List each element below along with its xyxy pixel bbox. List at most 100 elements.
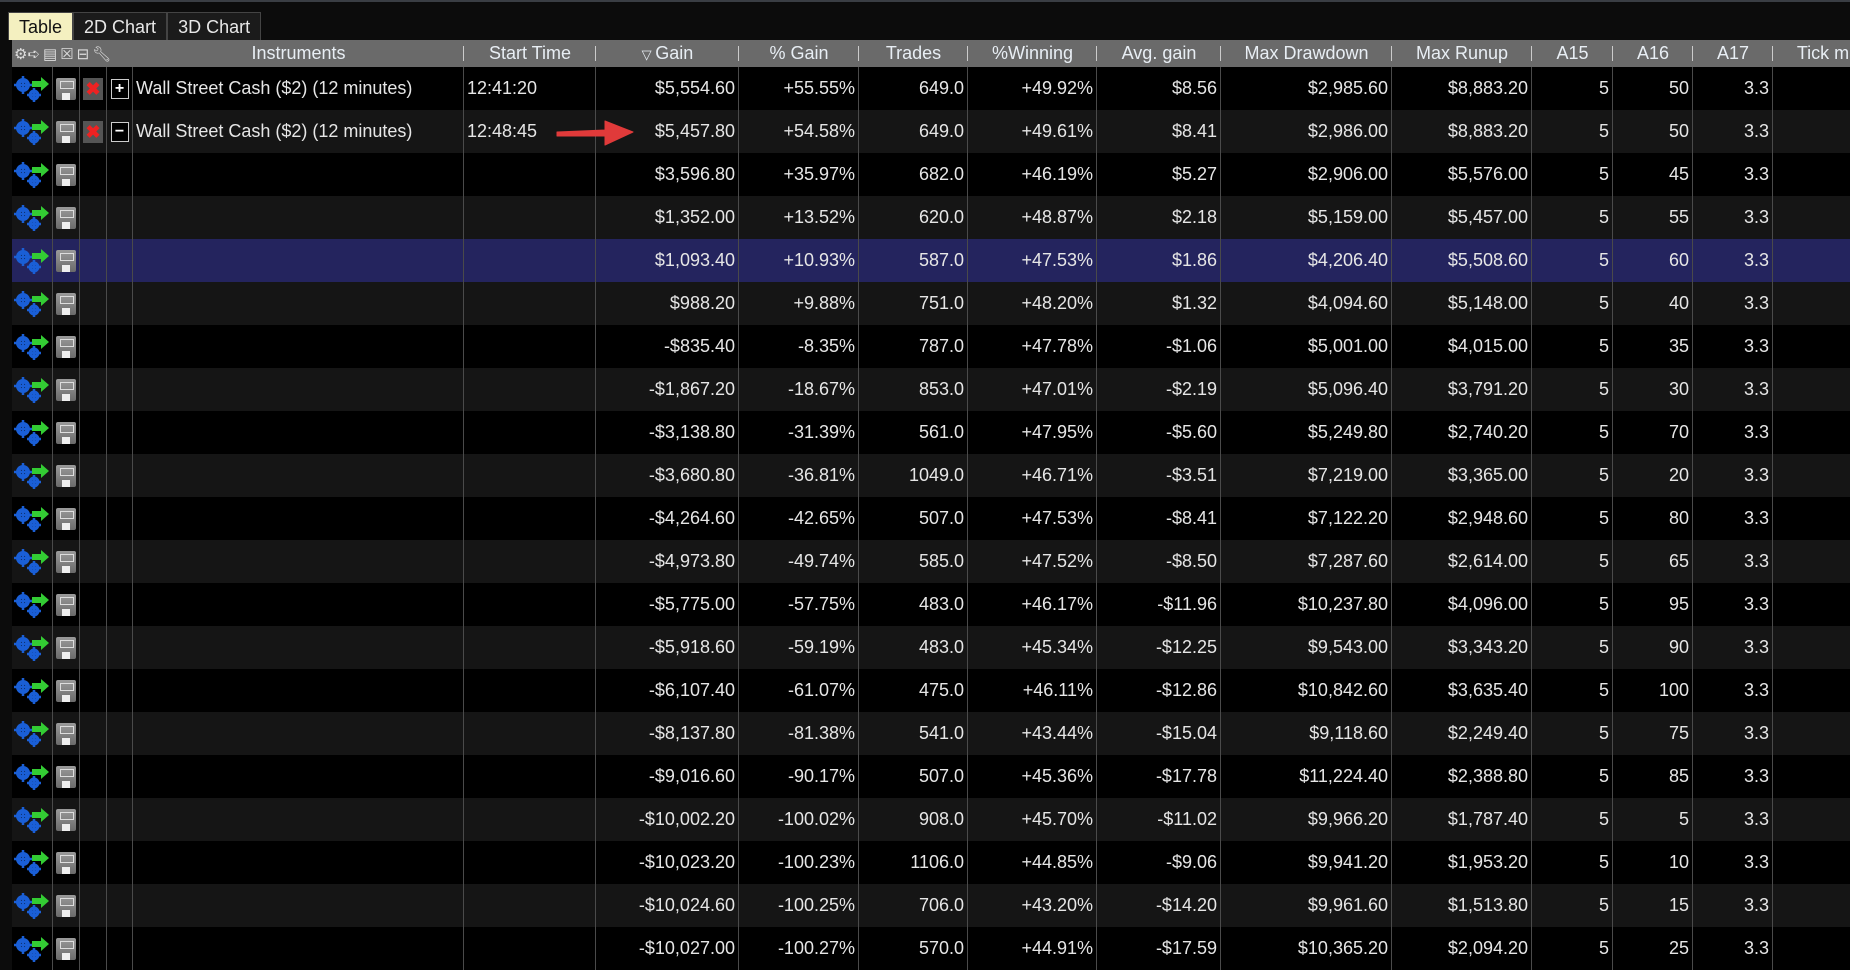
table-row[interactable]: -$835.40 -8.35% 787.0 +47.78% -$1.06 $5,001.0… [12, 325, 1850, 368]
table-row[interactable]: -$4,973.80 -49.74% 585.0 +47.52% -$8.50 $7,28… [12, 540, 1850, 583]
save-icon[interactable] [53, 325, 80, 368]
column-header-max-runup[interactable]: Max Runup [1392, 40, 1532, 67]
expand-icon[interactable]: + [107, 67, 133, 110]
save-icon[interactable] [53, 67, 80, 110]
save-icon[interactable] [53, 454, 80, 497]
run-optimization-icon[interactable] [12, 368, 53, 411]
empty-cell [107, 497, 133, 540]
table-row[interactable]: -$10,027.00 -100.27% 570.0 +44.91% -$17.59 $1… [12, 927, 1850, 970]
cell-avg-gain: $1.32 [1097, 282, 1221, 325]
empty-cell [107, 540, 133, 583]
save-icon[interactable] [53, 669, 80, 712]
run-optimization-icon[interactable] [12, 669, 53, 712]
cell-start-time [464, 368, 596, 411]
column-header-avg-gain[interactable]: Avg. gain [1097, 40, 1221, 67]
collapse-icon[interactable]: − [107, 110, 133, 153]
table-row[interactable]: $3,596.80 +35.97% 682.0 +46.19% $5.27 $2,906.… [12, 153, 1850, 196]
column-header-percent-gain[interactable]: % Gain [739, 40, 859, 67]
save-icon[interactable] [53, 583, 80, 626]
save-icon[interactable] [53, 411, 80, 454]
table-row[interactable]: $1,352.00 +13.52% 620.0 +48.87% $2.18 $5,159.… [12, 196, 1850, 239]
table-row[interactable]: $1,093.40 +10.93% 587.0 +47.53% $1.86 $4,206.… [12, 239, 1850, 282]
cell-a16: 50 [1613, 110, 1693, 153]
run-optimization-icon[interactable] [12, 325, 53, 368]
save-icon[interactable] [53, 798, 80, 841]
run-optimization-icon[interactable] [12, 110, 53, 153]
collapse-icon[interactable]: ⊟ [76, 45, 90, 63]
run-optimization-icon[interactable] [12, 454, 53, 497]
run-optimization-icon[interactable] [12, 497, 53, 540]
run-optimization-icon[interactable] [12, 927, 53, 970]
cell-trades: 706.0 [859, 884, 968, 927]
cell-gain: -$10,023.20 [596, 841, 739, 884]
column-header-a15[interactable]: A15 [1532, 40, 1613, 67]
table-row[interactable]: -$4,264.60 -42.65% 507.0 +47.53% -$8.41 $7,12… [12, 497, 1850, 540]
run-optimization-icon[interactable] [12, 411, 53, 454]
delete-icon[interactable]: ✖ [80, 67, 107, 110]
run-optimization-icon[interactable] [12, 798, 53, 841]
cell-percent-winning: +47.95% [968, 411, 1097, 454]
delete-icon[interactable]: ✖ [80, 110, 107, 153]
save-icon[interactable] [53, 626, 80, 669]
save-icon[interactable] [53, 540, 80, 583]
save-icon[interactable] [53, 153, 80, 196]
save-icon[interactable] [53, 841, 80, 884]
table-row[interactable]: -$10,002.20 -100.02% 908.0 +45.70% -$11.02 $9… [12, 798, 1850, 841]
save-icon[interactable] [53, 927, 80, 970]
column-header-a16[interactable]: A16 [1613, 40, 1693, 67]
save-icon[interactable] [53, 884, 80, 927]
save-icon[interactable] [53, 239, 80, 282]
table-row[interactable]: -$6,107.40 -61.07% 475.0 +46.11% -$12.86 $10,… [12, 669, 1850, 712]
cell-start-time [464, 755, 596, 798]
run-optimization-icon[interactable] [12, 583, 53, 626]
run-optimization-icon[interactable] [12, 239, 53, 282]
column-header-gain[interactable]: ▽ Gain [596, 40, 739, 67]
save-icon[interactable] [53, 497, 80, 540]
table-row[interactable]: -$10,023.20 -100.23% 1106.0 +44.85% -$9.06 $9… [12, 841, 1850, 884]
table-row[interactable]: -$9,016.60 -90.17% 507.0 +45.36% -$17.78 $11,… [12, 755, 1850, 798]
save-icon[interactable] [53, 196, 80, 239]
cell-percent-gain: -100.27% [739, 927, 859, 970]
table-row[interactable]: -$8,137.80 -81.38% 541.0 +43.44% -$15.04 $9,1… [12, 712, 1850, 755]
table-row[interactable]: ✖ − Wall Street Cash ($2) (12 minutes) 12:4… [12, 110, 1850, 153]
column-header-percent-winning[interactable]: %Winning [968, 40, 1097, 67]
column-header-start-time[interactable]: Start Time [464, 40, 596, 67]
table-row[interactable]: $988.20 +9.88% 751.0 +48.20% $1.32 $4,094.60 $… [12, 282, 1850, 325]
column-header-a17[interactable]: A17 [1693, 40, 1773, 67]
run-optimization-icon[interactable] [12, 755, 53, 798]
run-optimization-icon[interactable] [12, 153, 53, 196]
column-header-tick[interactable]: Tick m [1773, 40, 1850, 67]
table-row[interactable]: -$10,024.60 -100.25% 706.0 +43.20% -$14.20 $9… [12, 884, 1850, 927]
save-icon[interactable] [53, 282, 80, 325]
column-header-trades[interactable]: Trades [859, 40, 968, 67]
save-icon[interactable] [53, 755, 80, 798]
table-row[interactable]: -$3,138.80 -31.39% 561.0 +47.95% -$5.60 $5,24… [12, 411, 1850, 454]
table-row[interactable]: -$1,867.20 -18.67% 853.0 +47.01% -$2.19 $5,09… [12, 368, 1850, 411]
table-row[interactable]: -$3,680.80 -36.81% 1049.0 +46.71% -$3.51 $7,2… [12, 454, 1850, 497]
run-optimization-icon[interactable] [12, 884, 53, 927]
close-icon[interactable]: ☒ [60, 45, 74, 63]
table-row[interactable]: ✖ + Wall Street Cash ($2) (12 minutes) 12:4… [12, 67, 1850, 110]
wrench-icon[interactable]: 🔧︎ [92, 45, 112, 63]
run-optimization-icon[interactable] [12, 282, 53, 325]
column-header-instruments[interactable]: Instruments [133, 40, 464, 67]
table-row[interactable]: -$5,918.60 -59.19% 483.0 +45.34% -$12.25 $9,5… [12, 626, 1850, 669]
run-optimization-icon[interactable] [12, 540, 53, 583]
tab-3d-chart[interactable]: 3D Chart [167, 12, 262, 40]
save-icon[interactable] [53, 368, 80, 411]
gear-run-icon[interactable]: ⚙➪ [14, 45, 41, 63]
run-optimization-icon[interactable] [12, 626, 53, 669]
tab-2d-chart[interactable]: 2D Chart [73, 12, 168, 40]
run-optimization-icon[interactable] [12, 67, 53, 110]
tab-table[interactable]: Table [8, 12, 74, 40]
save-icon[interactable]: ▤ [43, 45, 58, 63]
column-header-max-drawdown[interactable]: Max Drawdown [1221, 40, 1392, 67]
save-icon[interactable] [53, 712, 80, 755]
save-icon[interactable] [53, 110, 80, 153]
cell-max-runup: $4,096.00 [1392, 583, 1532, 626]
run-optimization-icon[interactable] [12, 712, 53, 755]
run-optimization-icon[interactable] [12, 841, 53, 884]
table-row[interactable]: -$5,775.00 -57.75% 483.0 +46.17% -$11.96 $10,… [12, 583, 1850, 626]
cell-percent-winning: +48.20% [968, 282, 1097, 325]
run-optimization-icon[interactable] [12, 196, 53, 239]
